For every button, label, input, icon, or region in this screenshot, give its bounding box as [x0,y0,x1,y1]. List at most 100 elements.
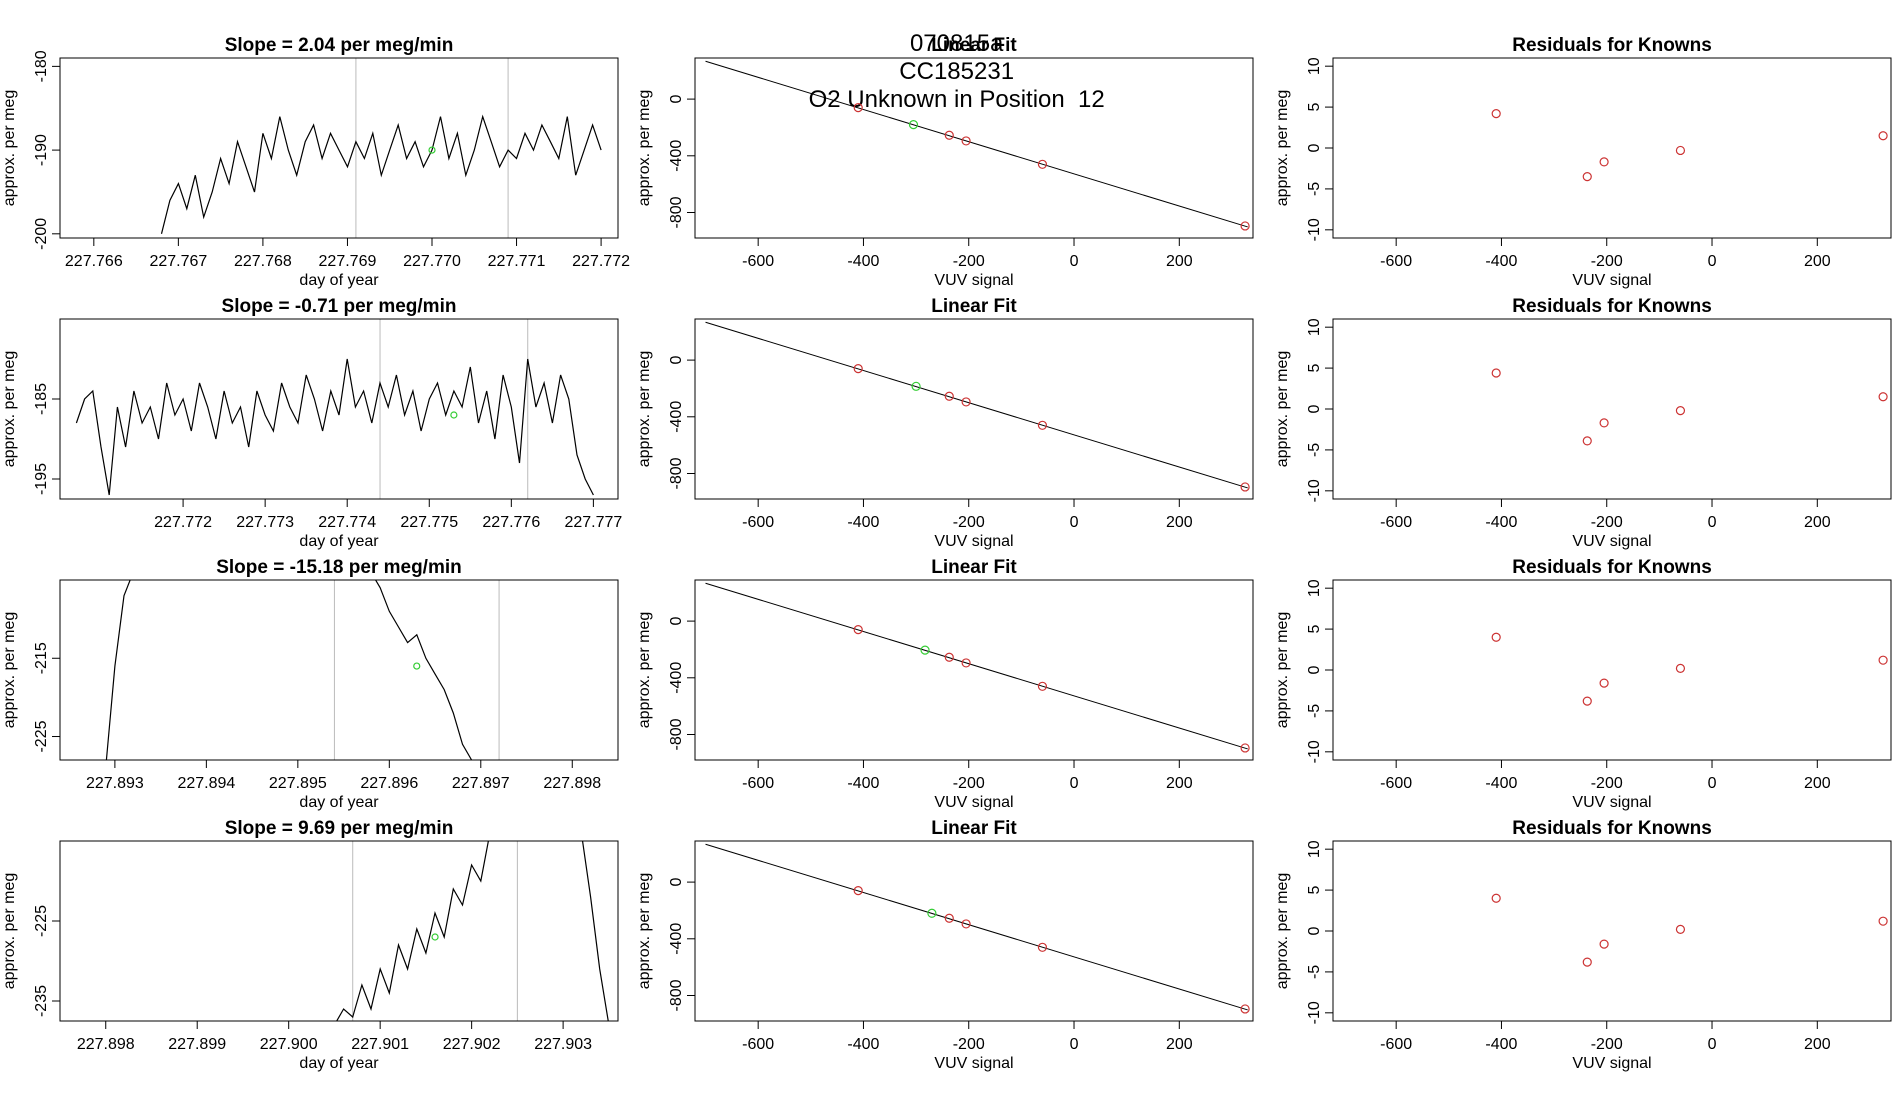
panel-r3-c0: Slope = 9.69 per meg/min 227.898 227.899 22… [1,818,619,1072]
x-tick-label: -600 [1380,775,1412,792]
y-axis-label: approx. per meg [1274,90,1291,207]
y-tick-label: -10 [1306,1001,1323,1024]
y-tick-label: 0 [1306,665,1323,674]
plot-frame [1332,318,1892,500]
known-point [853,103,863,113]
known-point [944,913,954,923]
y-tick-label: -5 [1306,182,1323,196]
x-tick-label: 0 [1070,1036,1079,1053]
x-tick-label: -600 [742,775,774,792]
x-tick-label: 227.896 [360,775,418,792]
x-tick-label: -200 [1591,775,1623,792]
x-tick-label: 200 [1166,253,1193,270]
midpoint-marker [428,146,436,154]
x-axis-label: day of year [299,272,379,289]
y-axis-label: approx. per meg [1,873,18,990]
known-point [944,652,954,662]
x-tick-label: 227.767 [149,253,207,270]
title-description: O2 Unknown in Position 12 [808,86,1105,113]
y-tick-label: -10 [1306,218,1323,241]
x-tick-label: 0 [1070,253,1079,270]
known-point [1675,663,1686,673]
x-tick-label: -600 [742,514,774,531]
x-tick-label: 227.776 [482,514,540,531]
x-tick-label: -600 [1380,514,1412,531]
x-tick-label: 0 [1708,1036,1717,1053]
panel-r2-c2: Residuals for Knowns -600 -400 -200 0 200 -10 -… [1274,557,1892,811]
y-tick-label: 0 [1306,404,1323,413]
known-point [1878,392,1888,402]
known-point [1675,145,1686,156]
x-axis-label: day of year [299,794,379,811]
plot-frame [1332,57,1892,239]
known-point [853,625,863,635]
known-point [1878,131,1888,141]
x-tick-label: 227.769 [319,253,377,270]
known-point [1582,957,1592,967]
known-point [1675,924,1686,934]
x-tick-label: 200 [1804,1036,1831,1053]
x-tick-label: 227.900 [260,1036,318,1053]
panel-title: Linear Fit [931,557,1017,578]
panel-r0-c2: Residuals for Knowns -600 -400 -200 0 200 -10 -… [1274,35,1892,289]
y-tick-label: 5 [1306,886,1323,895]
y-axis-label: approx. per meg [636,351,653,468]
panel-title: Slope = 9.69 per meg/min [225,818,454,839]
x-tick-label: -400 [847,1036,879,1053]
x-tick-label: 227.897 [452,775,510,792]
x-tick-label: -200 [953,514,985,531]
y-tick-label: 0 [668,878,685,887]
x-tick-label: 227.893 [86,775,144,792]
panel-title: Residuals for Knowns [1512,818,1712,839]
x-tick-label: 227.902 [443,1036,501,1053]
y-tick-label: -200 [33,218,50,250]
title-cylinder-id: CC185231 [899,58,1015,85]
known-point [961,136,971,146]
midpoint-marker [450,411,458,419]
fit-line [705,60,1248,228]
x-tick-label: 227.770 [403,253,461,270]
panel-r0-c0: Slope = 2.04 per meg/min 227.766 227.767 22… [1,35,630,289]
y-tick-label: 0 [1306,926,1323,935]
y-axis-label: approx. per meg [1274,612,1291,729]
x-tick-label: -400 [847,253,879,270]
x-tick-label: 227.777 [564,514,622,531]
plot-frame [59,579,619,761]
unknown-point [920,645,930,655]
panel-title: Slope = 2.04 per meg/min [225,35,454,56]
x-axis-label: VUV signal [934,1055,1013,1072]
x-axis-label: day of year [299,533,379,550]
series-line [160,114,602,234]
y-tick-label: -225 [33,720,50,752]
y-tick-label: -10 [1306,740,1323,763]
panel-r1-c1: Linear Fit -600 -400 -200 0 200 -800 -400 0 VUV s… [636,296,1254,550]
x-tick-label: 227.898 [543,775,601,792]
known-point [1582,172,1592,182]
y-tick-label: -225 [33,905,50,937]
panel-title: Residuals for Knowns [1512,35,1712,56]
y-axis-label: approx. per meg [1274,873,1291,990]
x-tick-label: -200 [1591,253,1623,270]
x-tick-label: 227.772 [154,514,212,531]
x-tick-label: 0 [1070,775,1079,792]
midpoint-marker [431,933,439,941]
y-tick-label: -195 [33,463,50,495]
x-tick-label: 200 [1166,775,1193,792]
y-axis-label: approx. per meg [1274,351,1291,468]
y-tick-label: -5 [1306,965,1323,979]
x-tick-label: -200 [953,1036,985,1053]
x-tick-label: -600 [1380,1036,1412,1053]
x-tick-label: -200 [953,253,985,270]
series-line [105,580,131,760]
known-point [1878,916,1888,926]
x-tick-label: 227.775 [400,514,458,531]
x-tick-label: 227.901 [351,1036,409,1053]
x-axis-label: VUV signal [1572,272,1651,289]
x-axis-label: VUV signal [934,794,1013,811]
panel-r1-c2: Residuals for Knowns -600 -400 -200 0 200 -10 -… [1274,296,1892,550]
title-run-id: 070815a [909,30,1004,57]
x-tick-label: 227.774 [318,514,376,531]
plot-frame [694,579,1254,761]
known-point [1240,482,1250,492]
